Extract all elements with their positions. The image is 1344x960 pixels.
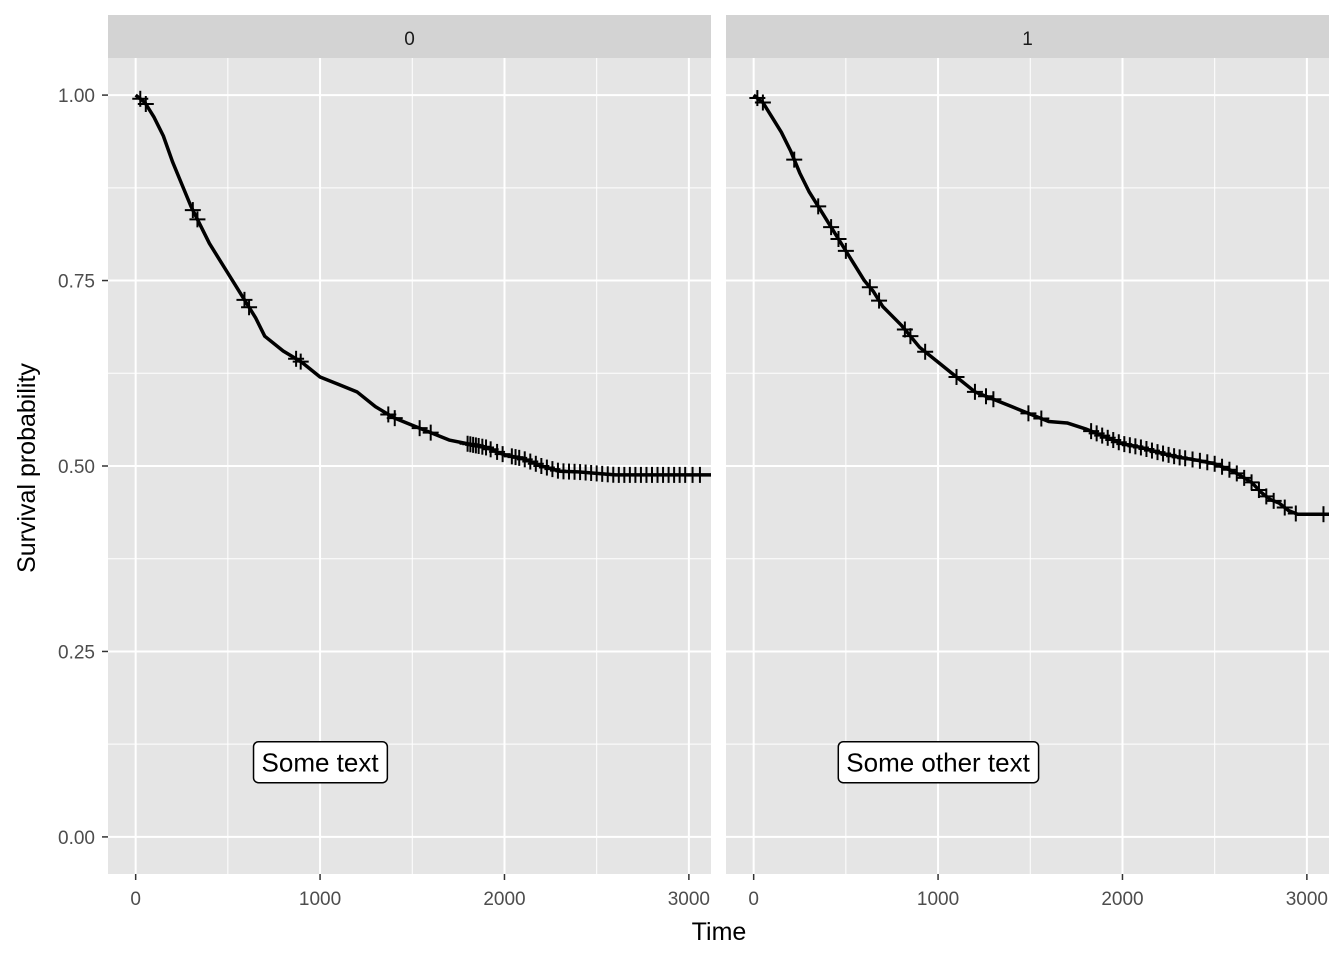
censor-mark xyxy=(1250,482,1267,499)
y-tick-label: 0.00 xyxy=(58,828,95,849)
facet-strip xyxy=(726,15,1329,58)
facet-panels: 0.00 0.25 0.50 0.75 1.00 0 0 1000 2000 3000 Some t… xyxy=(58,15,1329,910)
censor-mark xyxy=(1265,492,1282,509)
censor-mark xyxy=(823,219,840,236)
censor-mark xyxy=(985,391,1002,408)
censor-mark xyxy=(1033,410,1050,427)
survival-curve-group xyxy=(132,90,711,483)
censor-mark xyxy=(917,343,934,360)
censor-mark xyxy=(380,406,397,423)
censor-mark xyxy=(1243,474,1260,491)
censor-mark xyxy=(902,328,919,345)
censor-mark xyxy=(1184,451,1201,468)
y-tick-label: 1.00 xyxy=(58,86,95,107)
censor-mark xyxy=(830,231,847,248)
censor-mark xyxy=(137,95,154,112)
censor-mark xyxy=(948,368,965,385)
annotation-text: Some text xyxy=(262,748,380,778)
censor-mark xyxy=(386,410,403,427)
censor-mark xyxy=(494,446,511,463)
censor-mark xyxy=(1206,455,1223,472)
survival-curve-group xyxy=(749,90,1329,523)
annotation-label: Some text xyxy=(252,740,389,784)
facet-strip-label: 0 xyxy=(404,29,415,50)
censor-mark xyxy=(292,353,309,370)
censor-mark xyxy=(861,279,878,296)
censor-mark xyxy=(837,242,854,259)
censor-mark xyxy=(1221,461,1238,478)
x-tick-label: 0 xyxy=(748,889,759,910)
y-tick-label: 0.50 xyxy=(58,457,95,478)
annotation-label: Some other text xyxy=(837,740,1040,784)
censor-mark xyxy=(1214,458,1231,475)
censor-mark xyxy=(422,424,439,441)
censor-mark xyxy=(1177,450,1194,467)
censor-mark xyxy=(871,292,888,309)
x-axis-title: Time xyxy=(692,918,747,946)
censor-mark xyxy=(966,383,983,400)
censor-mark xyxy=(1199,454,1216,471)
y-axis-title: Survival probability xyxy=(13,363,41,573)
annotation-text: Some other text xyxy=(846,748,1030,778)
censor-mark xyxy=(786,151,803,168)
facet-panel-1: 1 0 1000 2000 3000 Some other text xyxy=(726,15,1329,910)
annotation-box xyxy=(252,740,389,784)
censor-mark xyxy=(1191,452,1208,469)
censor-mark xyxy=(978,388,995,405)
censor-mark xyxy=(1287,505,1304,522)
censor-mark xyxy=(189,211,206,228)
x-tick-label: 1000 xyxy=(917,889,959,910)
facet-strip xyxy=(108,15,711,58)
censor-mark xyxy=(1020,405,1037,422)
censor-mark xyxy=(754,94,771,111)
censor-mark xyxy=(810,198,827,215)
censor-mark xyxy=(1315,506,1329,523)
x-tick-label: 3000 xyxy=(1286,889,1328,910)
censor-mark xyxy=(691,466,708,483)
facet-strip-label: 1 xyxy=(1022,29,1033,50)
censor-mark xyxy=(184,202,201,219)
y-tick-label: 0.25 xyxy=(58,642,95,663)
censor-mark xyxy=(241,299,258,316)
x-tick-label: 3000 xyxy=(668,889,710,910)
annotation-box xyxy=(837,740,1040,784)
facet-panel-0: 0 0 1000 2000 3000 Some text xyxy=(108,15,711,910)
x-tick-label: 0 xyxy=(130,889,141,910)
censor-mark xyxy=(482,441,499,458)
x-tick-label: 2000 xyxy=(483,889,525,910)
x-tick-label: 1000 xyxy=(299,889,341,910)
censor-mark xyxy=(1276,499,1293,516)
x-tick-label: 2000 xyxy=(1101,889,1143,910)
y-tick-label: 0.75 xyxy=(58,272,95,293)
censor-mark xyxy=(411,420,428,437)
